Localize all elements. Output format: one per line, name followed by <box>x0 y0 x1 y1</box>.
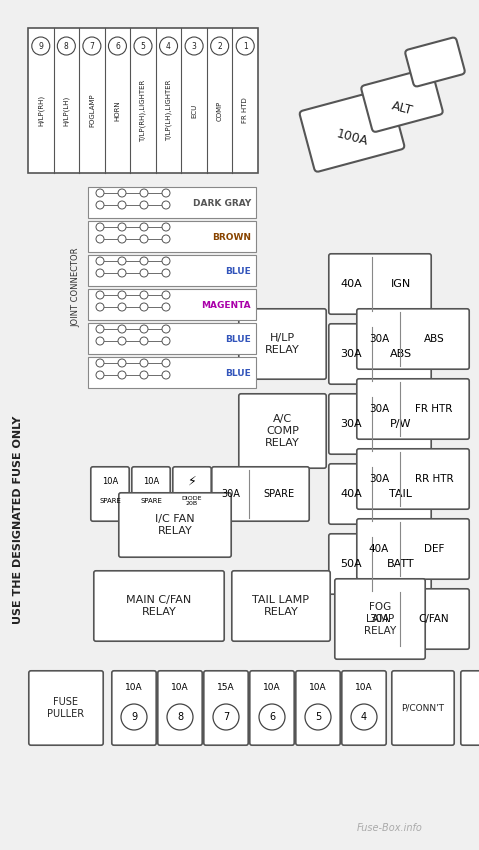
Circle shape <box>32 37 50 55</box>
FancyBboxPatch shape <box>212 467 309 521</box>
FancyBboxPatch shape <box>392 671 454 745</box>
Text: 40A: 40A <box>340 489 362 499</box>
Circle shape <box>162 371 170 379</box>
Circle shape <box>96 325 104 333</box>
Text: SPARE: SPARE <box>263 489 294 499</box>
Text: BLUE: BLUE <box>225 369 251 377</box>
Text: RR HTR: RR HTR <box>415 474 453 484</box>
FancyBboxPatch shape <box>361 68 443 132</box>
FancyBboxPatch shape <box>94 571 224 641</box>
Circle shape <box>140 269 148 277</box>
Text: 2: 2 <box>217 42 222 50</box>
Text: BROWN: BROWN <box>212 233 251 241</box>
Circle shape <box>96 303 104 311</box>
Text: FOG
LAMP
RELAY: FOG LAMP RELAY <box>364 603 396 636</box>
Circle shape <box>118 257 126 265</box>
Circle shape <box>140 359 148 367</box>
Circle shape <box>118 359 126 367</box>
Text: ECU: ECU <box>191 104 197 117</box>
Circle shape <box>118 303 126 311</box>
Text: DIODE
20B: DIODE 20B <box>182 496 202 507</box>
Text: SPARE: SPARE <box>99 498 121 504</box>
FancyBboxPatch shape <box>112 671 156 745</box>
Bar <box>88 187 256 218</box>
FancyBboxPatch shape <box>91 467 129 521</box>
Text: C/FAN: C/FAN <box>419 614 449 624</box>
FancyBboxPatch shape <box>357 449 469 509</box>
Circle shape <box>118 269 126 277</box>
Text: 5: 5 <box>140 42 146 50</box>
Circle shape <box>162 223 170 231</box>
Bar <box>88 221 256 252</box>
Circle shape <box>162 337 170 345</box>
Text: 30A: 30A <box>369 614 389 624</box>
Circle shape <box>140 257 148 265</box>
Bar <box>28 28 258 173</box>
Text: P/CONN'T: P/CONN'T <box>401 704 445 712</box>
FancyBboxPatch shape <box>158 671 202 745</box>
Text: 8: 8 <box>64 42 68 50</box>
FancyBboxPatch shape <box>357 518 469 579</box>
Circle shape <box>140 189 148 197</box>
Text: 7: 7 <box>90 42 94 50</box>
Circle shape <box>96 337 104 345</box>
FancyBboxPatch shape <box>250 671 294 745</box>
Circle shape <box>118 337 126 345</box>
Bar <box>88 323 256 354</box>
Bar <box>88 289 256 320</box>
FancyBboxPatch shape <box>329 324 431 384</box>
FancyBboxPatch shape <box>405 37 465 87</box>
Circle shape <box>140 325 148 333</box>
FancyBboxPatch shape <box>232 571 330 641</box>
Text: H/LP(RH): H/LP(RH) <box>37 95 44 126</box>
Text: BATT: BATT <box>387 559 415 569</box>
Text: 10A: 10A <box>125 683 143 693</box>
FancyBboxPatch shape <box>357 309 469 369</box>
Text: FR HTR: FR HTR <box>415 404 453 414</box>
FancyBboxPatch shape <box>329 534 431 594</box>
Circle shape <box>96 269 104 277</box>
FancyBboxPatch shape <box>239 309 326 379</box>
Circle shape <box>96 223 104 231</box>
Text: 10A: 10A <box>309 683 327 693</box>
Text: 6: 6 <box>115 42 120 50</box>
FancyBboxPatch shape <box>300 88 404 172</box>
Text: BLUE: BLUE <box>225 267 251 275</box>
Circle shape <box>118 223 126 231</box>
Text: 7: 7 <box>223 712 229 722</box>
Text: 40A: 40A <box>369 544 389 554</box>
Text: 9: 9 <box>131 712 137 722</box>
Text: 40A: 40A <box>340 279 362 289</box>
Text: 30A: 30A <box>222 489 240 499</box>
Circle shape <box>140 337 148 345</box>
Text: MAGENTA: MAGENTA <box>201 301 251 309</box>
FancyBboxPatch shape <box>132 467 170 521</box>
Circle shape <box>162 325 170 333</box>
Text: 30A: 30A <box>369 334 389 344</box>
FancyBboxPatch shape <box>357 379 469 439</box>
FancyBboxPatch shape <box>296 671 340 745</box>
Text: I/C FAN
RELAY: I/C FAN RELAY <box>155 514 195 536</box>
Text: COMP: COMP <box>217 100 223 121</box>
FancyBboxPatch shape <box>239 394 326 468</box>
Circle shape <box>118 189 126 197</box>
FancyBboxPatch shape <box>357 589 469 649</box>
FancyBboxPatch shape <box>342 671 386 745</box>
Text: MAIN C/FAN
RELAY: MAIN C/FAN RELAY <box>126 595 192 617</box>
Circle shape <box>140 201 148 209</box>
Bar <box>88 255 256 286</box>
Text: 50A: 50A <box>340 559 362 569</box>
FancyBboxPatch shape <box>335 579 425 660</box>
FancyBboxPatch shape <box>119 493 231 558</box>
Text: 1: 1 <box>243 42 248 50</box>
Circle shape <box>140 223 148 231</box>
Circle shape <box>167 704 193 730</box>
Text: USE THE DESIGNATED FUSE ONLY: USE THE DESIGNATED FUSE ONLY <box>13 416 23 624</box>
Text: DEF: DEF <box>424 544 444 554</box>
Circle shape <box>118 325 126 333</box>
Circle shape <box>83 37 101 55</box>
Text: 3: 3 <box>192 42 196 50</box>
Text: TAIL LAMP
RELAY: TAIL LAMP RELAY <box>252 595 309 617</box>
Bar <box>88 357 256 388</box>
